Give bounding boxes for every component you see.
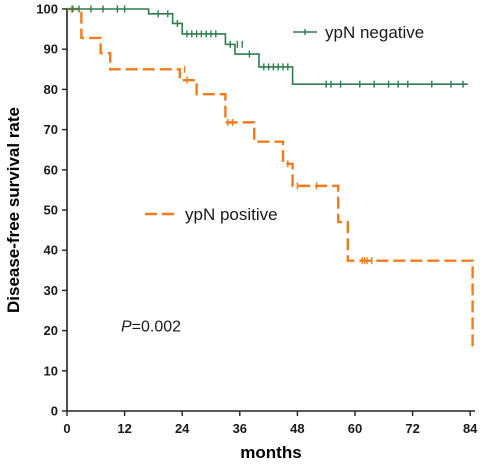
series-ypn-negative <box>67 5 468 88</box>
y-tick-label: 70 <box>44 122 58 137</box>
series-ypn-positive <box>67 5 474 351</box>
x-tick-label: 24 <box>175 421 190 436</box>
x-tick-label: 36 <box>233 421 247 436</box>
y-tick-label: 10 <box>44 363 58 378</box>
x-tick-label: 0 <box>63 421 70 436</box>
p-value-symbol: P <box>121 319 132 336</box>
y-tick-label: 0 <box>51 404 58 419</box>
legend-label-ypn-negative: ypN negative <box>325 23 424 42</box>
x-tick-label: 12 <box>117 421 131 436</box>
legend-item-ypn-positive: ypN positive <box>145 205 278 224</box>
y-tick-label: 80 <box>44 82 58 97</box>
survival-curve-ypn-positive <box>67 7 474 351</box>
p-value-number: =0.002 <box>132 319 181 336</box>
legend: ypN negative ypN positive <box>145 23 424 224</box>
y-tick-label: 60 <box>44 162 58 177</box>
x-axis-title: months <box>240 443 301 462</box>
series-layer <box>67 5 474 351</box>
p-value-annotation: P=0.002 <box>121 319 181 336</box>
y-tick-label: 50 <box>44 203 58 218</box>
p-value-text: P=0.002 <box>121 319 181 336</box>
y-tick-label: 20 <box>44 323 58 338</box>
y-tick-label: 30 <box>44 283 58 298</box>
x-tick-label: 72 <box>405 421 419 436</box>
x-tick-label: 84 <box>463 421 478 436</box>
y-tick-label: 90 <box>44 42 58 57</box>
x-tick-label: 48 <box>290 421 304 436</box>
survival-curve-ypn-negative <box>67 8 468 85</box>
legend-label-ypn-positive: ypN positive <box>185 205 278 224</box>
y-axis-title: Disease-free survival rate <box>4 107 23 313</box>
axes: 0 10 20 30 40 50 60 70 80 90 100 0 12 24 36 48 60 72 84 mon… <box>4 2 478 463</box>
y-tick-label: 100 <box>36 2 58 17</box>
legend-item-ypn-negative: ypN negative <box>293 23 424 42</box>
y-tick-label: 40 <box>44 243 58 258</box>
x-tick-label: 60 <box>348 421 362 436</box>
